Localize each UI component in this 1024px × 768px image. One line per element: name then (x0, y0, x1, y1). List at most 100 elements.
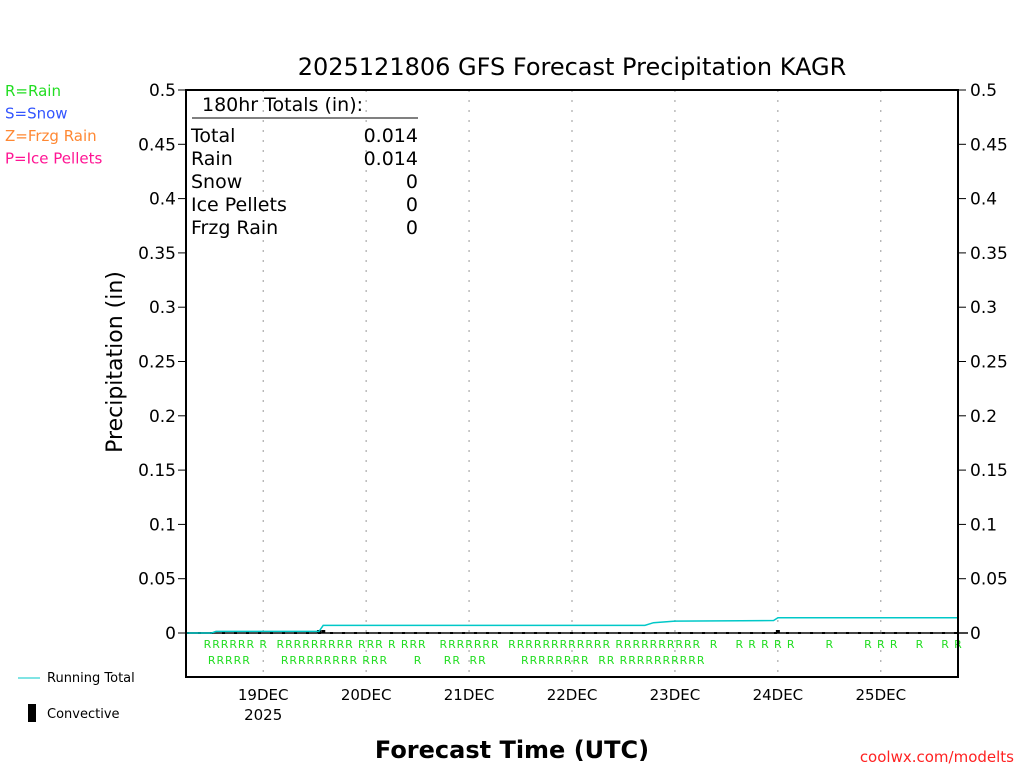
precip-type-marker: R (624, 638, 632, 651)
convective-bar (321, 630, 326, 633)
totals-row-value: 0.014 (364, 148, 418, 170)
precip-type-marker: R (594, 638, 602, 651)
precip-type-marker: R (482, 638, 490, 651)
precip-type-marker: R (637, 654, 645, 667)
precip-type-marker: R (371, 654, 379, 667)
plot-frame (185, 89, 959, 678)
precip-type-marker: R (538, 654, 546, 667)
totals-row-value: 0 (406, 194, 418, 216)
precip-type-marker: R (238, 638, 246, 651)
precip-type-marker: R (916, 638, 924, 651)
precip-type-marker: R (289, 654, 297, 667)
y-tick-label-left: 0 (165, 624, 176, 644)
x-tick-label: 23DEC (650, 686, 701, 704)
precip-type-marker: R (388, 638, 396, 651)
precip-type-marker: R (508, 638, 516, 651)
precip-type-marker: R (440, 638, 448, 651)
y-tick-label-right: 0.35 (970, 244, 1008, 264)
totals-row-label: Frzg Rain (191, 217, 278, 239)
precip-type-marker: R (465, 638, 473, 651)
totals-heading: 180hr Totals (in): (202, 94, 363, 116)
precip-type-marker: R (641, 638, 649, 651)
precip-type-marker: R (735, 638, 743, 651)
y-tick-label-right: 0.3 (970, 298, 997, 318)
precip-type-marker: R (680, 654, 688, 667)
precip-type-marker: R (564, 654, 572, 667)
precip-type-marker: R (542, 638, 550, 651)
precip-type-marker: R (654, 654, 662, 667)
type-legend-entry: Z=Frzg Rain (5, 127, 97, 145)
precip-type-marker: R (607, 654, 615, 667)
totals-row-label: Rain (191, 148, 233, 170)
precip-type-marker: R (748, 638, 756, 651)
y-tick-label-left: 0.25 (138, 353, 176, 373)
precip-type-marker: R (204, 638, 212, 651)
precip-type-marker: R (667, 638, 675, 651)
type-legend-entry: P=Ice Pellets (5, 150, 102, 168)
y-tick-label-left: 0.3 (149, 298, 176, 318)
x-axis-label: Forecast Time (UTC) (375, 736, 649, 764)
precip-type-marker: R (697, 654, 705, 667)
y-tick-label-right: 0 (970, 624, 981, 644)
precip-type-marker: R (337, 638, 345, 651)
precip-type-marker: R (452, 654, 460, 667)
precip-type-marker: R (684, 638, 692, 651)
y-tick-label-left: 0.4 (149, 190, 176, 210)
precip-type-marker: R (525, 638, 533, 651)
x-tick-label: 22DEC (547, 686, 598, 704)
precip-type-marker: R (547, 654, 555, 667)
precip-type-marker: R (277, 638, 285, 651)
running-total-legend-label: Running Total (47, 671, 135, 686)
precip-type-marker: R (628, 654, 636, 667)
convective-bar (775, 630, 780, 633)
precip-type-marker: R (577, 638, 585, 651)
y-tick-label-left: 0.1 (149, 515, 176, 535)
precip-type-marker: R (448, 638, 456, 651)
type-legend-entry: S=Snow (5, 105, 68, 123)
precip-type-marker: R (688, 654, 696, 667)
y-tick-label-left: 0.2 (149, 407, 176, 427)
precip-type-marker: R (517, 638, 525, 651)
precip-type-marker: R (658, 638, 666, 651)
precip-type-marker: R (358, 638, 366, 651)
grid-lines (262, 90, 882, 677)
precip-type-marker: R (414, 654, 422, 667)
totals-row-label: Ice Pellets (191, 194, 287, 216)
precip-type-marker: R (294, 638, 302, 651)
precip-type-marker: R (530, 654, 538, 667)
totals-row-value: 0 (406, 171, 418, 193)
precip-type-marker: R (826, 638, 834, 651)
precip-type-marker: R (675, 638, 683, 651)
precip-type-marker: R (581, 654, 589, 667)
precip-type-marker: R (551, 638, 559, 651)
precip-type-marker: R (234, 654, 242, 667)
precip-type-marker: R (491, 638, 499, 651)
x-axis-ticks: 19DEC 2025 20DEC 21DEC 22DEC 23DEC 24DEC 25DEC (238, 686, 906, 724)
x-tick-sublabel: 2025 (244, 706, 282, 724)
precip-type-marker: R (212, 638, 220, 651)
x-tick-label: 20DEC (341, 686, 392, 704)
precip-type-marker: R (890, 638, 898, 651)
precip-type-marker: R (560, 638, 568, 651)
x-tick-label: 25DEC (856, 686, 907, 704)
precip-type-marker: R (585, 638, 593, 651)
totals-row-label: Snow (191, 171, 242, 193)
precip-type-marker: R (521, 654, 529, 667)
precip-type-marker: R (285, 638, 293, 651)
y-axis-label: Precipitation (in) (103, 271, 128, 453)
precip-type-marker: R (259, 638, 267, 651)
precip-type-marker: R (307, 654, 315, 667)
precip-type-marker: R (362, 654, 370, 667)
precip-type-marker: R (208, 654, 216, 667)
y-tick-label-right: 0.4 (970, 190, 997, 210)
precip-type-marker: R (470, 654, 478, 667)
precip-type-marker: R (229, 638, 237, 651)
precip-type-marker: R (602, 638, 610, 651)
data-marks (186, 617, 968, 634)
precip-type-marker: R (598, 654, 606, 667)
precip-type-marker: R (375, 638, 383, 651)
x-tick-label: 24DEC (753, 686, 804, 704)
precip-type-marker: R (341, 654, 349, 667)
